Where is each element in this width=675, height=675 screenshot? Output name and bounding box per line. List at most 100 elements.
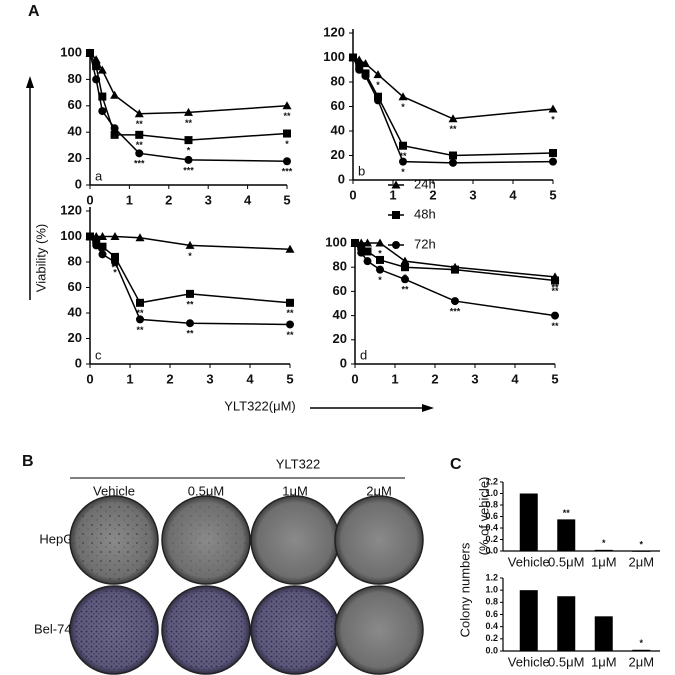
bar — [594, 549, 613, 551]
y-tick-label: 0.4 — [485, 621, 498, 631]
x-tick-label: 1μM — [591, 654, 617, 669]
marker-circle — [283, 157, 291, 166]
series-line — [89, 236, 291, 326]
marker-circle — [186, 319, 194, 328]
x-tick-label: 0.5μM — [548, 654, 584, 669]
significance: * — [113, 267, 117, 277]
column-label: 1μM — [282, 483, 308, 498]
marker-circle — [451, 297, 459, 306]
marker-triangle — [548, 104, 558, 113]
column-label: 0.5μM — [188, 483, 224, 498]
y-tick-label: 80 — [331, 73, 345, 88]
y-axis-label: (% of vehicle) — [476, 477, 491, 556]
y-axis-label: Colony numbers — [457, 542, 472, 637]
x-tick-label: 3 — [206, 371, 213, 386]
column-label: 2μM — [366, 483, 392, 498]
y-tick-label: 20 — [68, 150, 82, 165]
significance: *** — [183, 165, 194, 175]
panel-sublabel: d — [360, 347, 367, 362]
significance: * — [378, 248, 382, 258]
y-tick-label: 1.2 — [485, 476, 498, 486]
x-tick-label: 4 — [509, 187, 517, 202]
y-tick-label: 40 — [68, 124, 82, 139]
significance: * — [376, 80, 380, 90]
marker-triangle — [185, 240, 195, 249]
marker-triangle — [285, 244, 295, 253]
x-tick-label: 1μM — [591, 554, 617, 569]
significance: ** — [399, 151, 407, 161]
x-tick-label: Vehicle — [508, 654, 550, 669]
panel-sublabel: c — [95, 347, 102, 362]
marker-square — [286, 298, 294, 307]
y-tick-label: 0.4 — [485, 522, 498, 532]
series-line — [89, 52, 288, 115]
x-tick-label: 4 — [511, 371, 519, 386]
x-tick-label: 4 — [246, 371, 254, 386]
panel-label: C — [450, 456, 462, 473]
marker-square — [283, 129, 291, 138]
marker-triangle — [363, 238, 372, 247]
significance: ** — [286, 308, 294, 318]
y-tick-label: 100 — [60, 228, 82, 243]
y-tick-label: 0.2 — [485, 633, 498, 643]
photo-title: YLT322 — [276, 456, 321, 471]
y-tick-label: 120 — [60, 202, 82, 217]
marker-triangle — [97, 65, 107, 74]
marker-square — [111, 252, 119, 261]
y-tick-label: 1.2 — [485, 572, 498, 582]
marker-square — [184, 136, 193, 145]
significance: *** — [282, 167, 293, 177]
legend-marker — [392, 211, 400, 219]
dish — [250, 495, 340, 585]
marker-triangle — [400, 256, 410, 265]
marker-circle — [184, 155, 193, 164]
significance: * — [188, 251, 192, 261]
marker-square — [399, 141, 407, 150]
y-tick-label: 1.0 — [485, 488, 498, 498]
x-tick-label: 5 — [283, 192, 290, 207]
y-tick-label: 0.8 — [485, 597, 498, 607]
marker-square — [549, 149, 557, 158]
y-tick-label: 100 — [323, 49, 345, 64]
marker-triangle — [184, 107, 193, 116]
y-tick-label: 60 — [68, 97, 82, 112]
marker-triangle — [135, 233, 145, 242]
significance: ** — [563, 508, 571, 518]
y-tick-label: 80 — [333, 259, 347, 274]
significance: * — [602, 538, 606, 548]
marker-circle — [401, 275, 409, 284]
y-tick-label: 60 — [68, 279, 82, 294]
significance: ** — [136, 325, 144, 335]
significance: ** — [551, 286, 559, 296]
x-tick-label: 5 — [551, 371, 558, 386]
marker-square — [92, 236, 101, 245]
marker-circle — [286, 320, 294, 329]
x-tick-label: 0 — [86, 371, 93, 386]
significance: *** — [134, 159, 145, 169]
marker-square — [110, 130, 119, 139]
x-tick-label: 0 — [86, 192, 93, 207]
bar — [632, 551, 651, 552]
marker-triangle — [282, 101, 292, 110]
x-tick-label: 2 — [431, 371, 438, 386]
panel-sublabel: b — [358, 163, 365, 178]
x-tick-label: 1 — [391, 371, 398, 386]
x-tick-label: 2 — [429, 187, 436, 202]
significance: * — [401, 102, 405, 112]
y-tick-label: 0 — [338, 171, 345, 186]
y-tick-label: 0.6 — [485, 511, 498, 521]
y-tick-label: 0 — [75, 176, 82, 191]
legend-marker — [392, 241, 400, 249]
y-tick-label: 0.0 — [485, 545, 498, 555]
x-tick-label: 0.5μM — [548, 554, 584, 569]
y-tick-label: 100 — [325, 234, 347, 249]
significance: ** — [186, 329, 194, 339]
marker-circle — [92, 75, 101, 84]
column-label: Vehicle — [93, 483, 135, 498]
series-line — [352, 57, 554, 157]
marker-square — [449, 151, 457, 160]
bar — [519, 590, 538, 651]
x-tick-label: 1 — [126, 371, 133, 386]
x-tick-label: 2μM — [628, 554, 654, 569]
